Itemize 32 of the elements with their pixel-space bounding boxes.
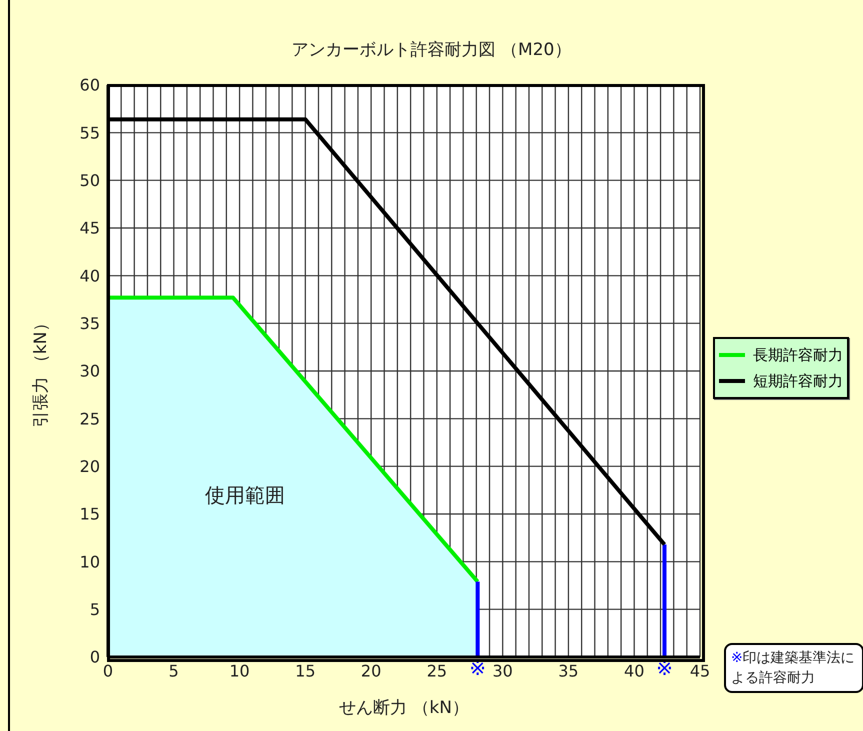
x-tick-label: 40 <box>624 661 644 680</box>
annotation: ※ <box>656 656 673 680</box>
y-tick-label: 35 <box>80 314 100 334</box>
annotation: ※ <box>469 656 486 680</box>
y-tick-label: 45 <box>80 218 100 238</box>
x-tick-label: 5 <box>168 661 179 680</box>
x-tick-label: 10 <box>229 661 250 680</box>
y-tick-label: 20 <box>80 457 100 476</box>
x-tick-label: 45 <box>690 661 710 680</box>
y-tick-label: 0 <box>90 648 100 667</box>
x-axis-title: せん断力 （kN） <box>339 698 469 718</box>
y-tick-label: 5 <box>90 600 100 620</box>
x-tick-label: 20 <box>360 661 382 680</box>
y-axis-title: 引張力 （kN） <box>31 314 52 428</box>
y-tick-label: 55 <box>80 123 100 142</box>
x-tick-label: 35 <box>558 661 579 680</box>
legend-label: 短期許容耐力 <box>753 371 843 392</box>
y-tick-label: 30 <box>80 362 100 381</box>
legend-label: 長期許容耐力 <box>753 345 843 366</box>
annotation: 使用範囲 <box>205 482 285 509</box>
x-tick-label: 0 <box>102 661 114 680</box>
text: ※印は建築基準法による許容耐力 <box>724 643 863 693</box>
y-tick-label: 25 <box>80 409 100 428</box>
x-tick-label: 25 <box>426 661 448 680</box>
y-tick-label: 10 <box>80 552 100 572</box>
y-tick-label: 60 <box>80 76 100 95</box>
y-tick-label: 15 <box>80 504 100 524</box>
x-tick-label: 30 <box>492 661 513 680</box>
y-tick-label: 40 <box>80 266 100 286</box>
x-tick-label: 15 <box>295 661 316 680</box>
chart-title: アンカーボルト許容耐力図 （M20） <box>290 39 572 61</box>
y-tick-label: 50 <box>80 171 100 190</box>
